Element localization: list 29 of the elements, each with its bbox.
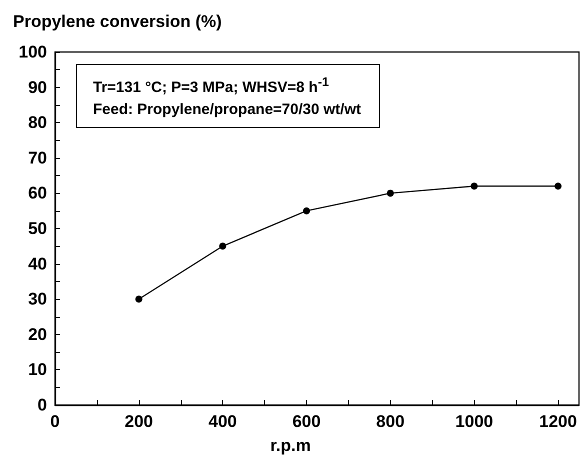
y-tick-label: 100 [18, 42, 47, 62]
x-tick-label: 200 [124, 412, 154, 431]
text-box: Tr=131 °C; P=3 MPa; WHSV=8 h$^{-1}$ Feed: Propylene/propane=70/30 wt/wt [76, 64, 380, 128]
point [135, 296, 142, 303]
x-tick-label: 800 [376, 412, 405, 431]
y-tick-label: 70 [28, 148, 47, 168]
point [219, 242, 226, 250]
y-tick-label: 40 [28, 254, 47, 274]
y-tick-label: 30 [28, 290, 47, 309]
x-tick-label: 600 [292, 412, 321, 431]
x-tick-label: 1000 [455, 412, 494, 431]
point [554, 182, 562, 190]
y-tick-label: 50 [28, 219, 47, 238]
point [470, 182, 478, 190]
x-tick-label: 1200 [539, 412, 577, 431]
x-tick-label: 0 [50, 412, 60, 431]
y-tick-label: 0 [38, 396, 47, 414]
annotation: Tr=131 °C; P=3 MPa; WHSV=8 h$^{-1}$ [93, 74, 330, 98]
chart-title: Propylene conversion (%) [13, 12, 222, 31]
y-tick-label: 90 [28, 78, 47, 97]
annotation: Feed: Propylene/propane=70/30 wt/wt [93, 100, 361, 120]
y-tick-label: 80 [28, 113, 47, 132]
y-tick-label: 10 [28, 360, 47, 380]
y-tick-label: 20 [28, 324, 47, 344]
x-axis-title: r.p.m [270, 436, 311, 455]
point [303, 207, 310, 214]
point [386, 190, 394, 197]
x-tick-label: 400 [208, 412, 237, 431]
y-tick-label: 60 [28, 184, 47, 203]
